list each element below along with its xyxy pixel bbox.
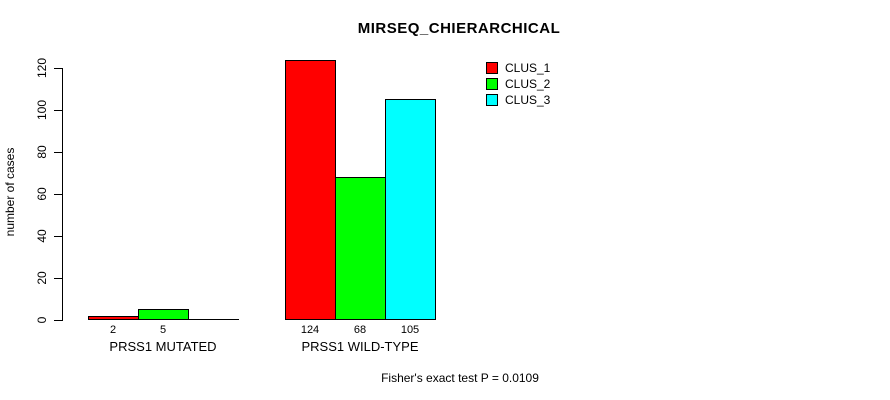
bar-value-label: 124: [300, 324, 320, 336]
bar-clus_2-prss1-wild-type: [335, 177, 386, 320]
y-tick-label: 120: [35, 57, 49, 79]
y-tick-label: 100: [35, 99, 49, 121]
y-tick-label: 80: [35, 145, 49, 159]
y-tick-mark: [54, 110, 62, 111]
y-tick-mark: [54, 278, 62, 279]
y-tick-label: 0: [35, 316, 49, 324]
legend-swatch-icon: [486, 62, 498, 74]
x-category-label: PRSS1 WILD-TYPE: [301, 339, 419, 354]
legend-item-clus_3: CLUS_3: [486, 94, 550, 106]
y-tick-mark: [54, 68, 62, 69]
legend-label: CLUS_2: [505, 77, 551, 91]
legend-label: CLUS_1: [505, 61, 551, 75]
legend: CLUS_1 CLUS_2 CLUS_3: [486, 62, 550, 110]
legend-item-clus_2: CLUS_2: [486, 78, 550, 90]
bar-value-label: 68: [353, 324, 367, 336]
x-category-label: PRSS1 MUTATED: [109, 339, 217, 354]
y-axis-line: [62, 68, 63, 321]
bar-clus_2-prss1-mutated: [138, 309, 189, 320]
bar-clus_1-prss1-mutated: [88, 316, 139, 320]
y-tick-mark: [54, 236, 62, 237]
bar-clus_3-zero: [188, 319, 239, 320]
chart-title: MIRSEQ_CHIERARCHICAL: [357, 20, 561, 37]
bar-value-label: 105: [400, 324, 420, 336]
y-tick-label: 20: [35, 271, 49, 285]
y-tick-mark: [54, 194, 62, 195]
annotation-fisher-test: Fisher's exact test P = 0.0109: [381, 371, 539, 385]
y-axis-label: number of cases: [3, 147, 17, 237]
legend-swatch-icon: [486, 94, 498, 106]
bar-clus_3-prss1-wild-type: [385, 99, 436, 320]
y-tick-mark: [54, 320, 62, 321]
legend-label: CLUS_3: [505, 93, 551, 107]
y-tick-mark: [54, 152, 62, 153]
bar-clus_1-prss1-wild-type: [285, 60, 336, 320]
bar-value-label: 2: [109, 324, 117, 336]
y-tick-label: 40: [35, 229, 49, 243]
y-tick-label: 60: [35, 187, 49, 201]
legend-swatch-icon: [486, 78, 498, 90]
bar-value-label: 5: [159, 324, 167, 336]
legend-item-clus_1: CLUS_1: [486, 62, 550, 74]
